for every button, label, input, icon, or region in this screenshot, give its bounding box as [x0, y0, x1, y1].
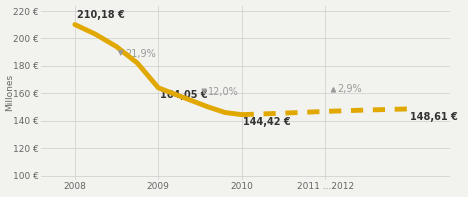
- Text: 2,9%: 2,9%: [337, 84, 362, 94]
- Text: 12,0%: 12,0%: [208, 87, 239, 97]
- Text: 144,42 €: 144,42 €: [243, 117, 291, 127]
- Y-axis label: Millones: Millones: [6, 74, 15, 111]
- Text: 148,61 €: 148,61 €: [410, 112, 458, 122]
- Text: 21,9%: 21,9%: [125, 48, 156, 59]
- Text: 164,05 €: 164,05 €: [160, 90, 208, 100]
- Text: 210,18 €: 210,18 €: [77, 10, 124, 20]
